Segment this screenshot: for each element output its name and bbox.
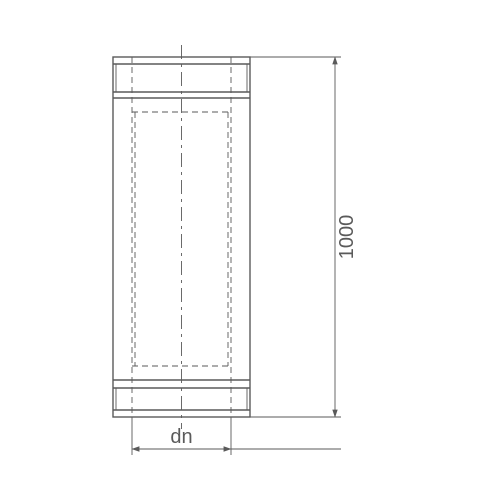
technical-drawing: 1000 dn (0, 0, 500, 500)
dim-label-width: dn (170, 426, 192, 448)
dim-label-height: 1000 (336, 215, 358, 260)
